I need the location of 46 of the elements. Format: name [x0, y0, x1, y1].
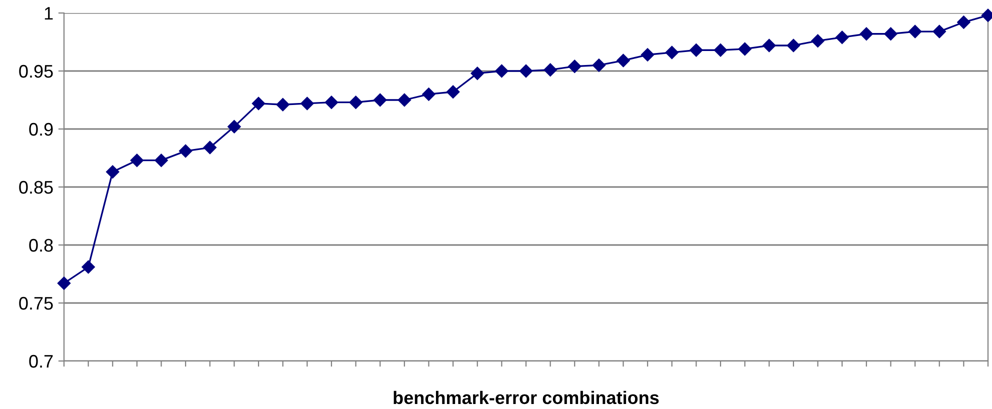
y-tick-label: 0.8	[29, 238, 53, 252]
point	[106, 165, 120, 179]
point	[154, 154, 168, 167]
point	[446, 85, 460, 98]
point	[203, 140, 216, 154]
point	[398, 93, 412, 107]
point	[568, 60, 582, 73]
point	[908, 24, 922, 38]
point	[470, 66, 484, 80]
point	[82, 260, 95, 274]
y-tick-label: 0.85	[19, 180, 53, 194]
y-tick-label: 0.75	[19, 296, 53, 310]
point	[957, 16, 970, 29]
point	[762, 38, 776, 52]
point	[616, 54, 630, 68]
point	[932, 24, 946, 38]
point	[738, 42, 752, 56]
point	[786, 38, 800, 52]
point	[57, 276, 71, 290]
y-tick-label: 0.9	[29, 122, 53, 136]
point	[130, 154, 144, 167]
point	[884, 27, 898, 40]
point	[714, 44, 728, 57]
point	[300, 96, 314, 110]
point	[544, 63, 557, 76]
point	[374, 93, 387, 107]
point	[276, 98, 290, 112]
point	[640, 48, 654, 62]
x-axis-title: benchmark-error combinations	[394, 390, 659, 404]
point	[349, 96, 362, 109]
point	[324, 96, 338, 109]
point	[178, 144, 192, 158]
point	[836, 30, 849, 44]
y-tick-label: 0.7	[29, 354, 53, 368]
point	[228, 120, 241, 134]
point	[592, 58, 606, 72]
point	[252, 96, 266, 110]
point	[860, 27, 874, 40]
point	[519, 64, 533, 78]
point	[811, 34, 824, 48]
point	[690, 44, 703, 57]
point	[422, 88, 436, 101]
y-tick-label: 1	[44, 7, 53, 20]
point	[665, 46, 678, 60]
y-tick-label: 0.95	[19, 64, 53, 78]
point	[495, 64, 508, 78]
